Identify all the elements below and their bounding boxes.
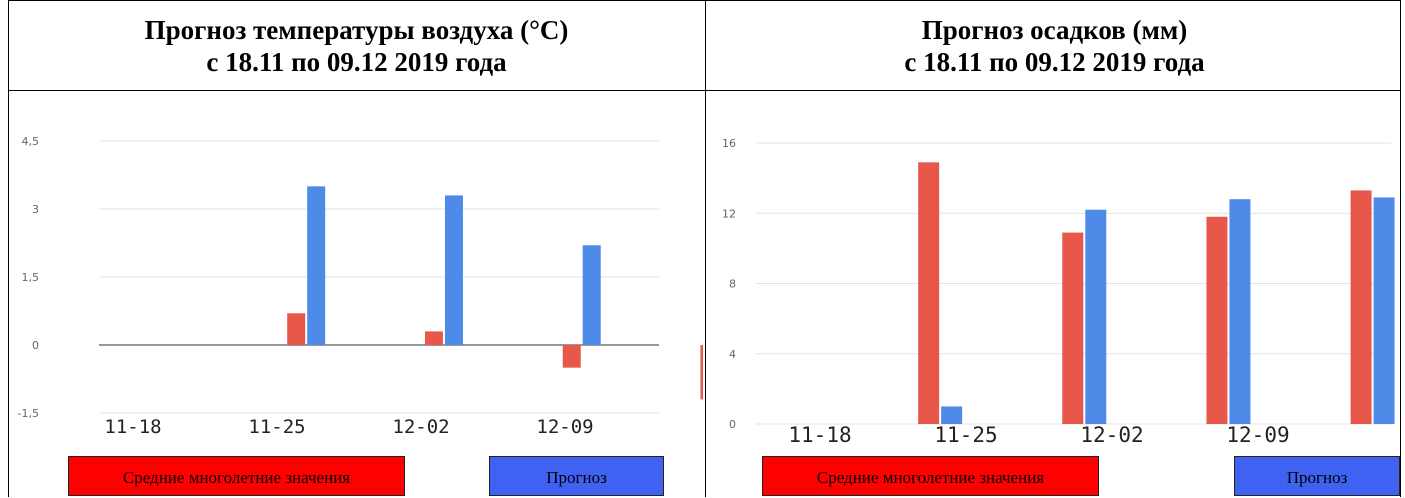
column-divider [705, 0, 706, 497]
precipitation-forecast-bar [1085, 209, 1107, 424]
precipitation-x-tick-label: 11-25 [934, 423, 997, 447]
precipitation-y-tick-label: 4 [729, 348, 736, 361]
precipitation-legend-forecast: Прогноз [1234, 456, 1400, 496]
temperature-x-tick-label: 11-18 [104, 416, 161, 438]
precipitation-legend-normal: Средние многолетние значения [762, 456, 1099, 496]
temperature-x-tick-label: 12-02 [392, 416, 449, 438]
precipitation-title-line1: Прогноз осадков (мм) [921, 15, 1188, 45]
temperature-normal-bar [562, 345, 581, 368]
temperature-title: Прогноз температуры воздуха (°С) с 18.11… [8, 14, 705, 78]
temperature-y-tick-label: 1,5 [22, 271, 40, 284]
temperature-title-line1: Прогноз температуры воздуха (°С) [144, 15, 569, 45]
temperature-y-tick-label: 3 [32, 203, 39, 216]
temperature-legend-normal: Средние многолетние значения [68, 456, 405, 496]
temperature-normal-bar [287, 313, 306, 345]
temperature-y-tick-label: -1,5 [18, 407, 39, 420]
precipitation-title-line2: с 18.11 по 09.12 2019 года [904, 47, 1205, 77]
precipitation-y-tick-label: 16 [722, 137, 736, 150]
precipitation-normal-bar [1062, 232, 1084, 424]
precipitation-x-tick-label: 11-18 [788, 423, 851, 447]
temperature-forecast-bar [582, 245, 601, 345]
temperature-forecast-bar [307, 186, 326, 345]
temperature-x-tick-label: 12-09 [536, 416, 593, 438]
temperature-title-line2: с 18.11 по 09.12 2019 года [206, 47, 507, 77]
precipitation-normal-bar [1206, 216, 1228, 424]
temperature-normal-bar [700, 345, 703, 400]
temperature-y-tick-label: 4,5 [22, 135, 40, 148]
precipitation-y-tick-label: 12 [722, 207, 736, 220]
precipitation-x-tick-label: 12-09 [1226, 423, 1289, 447]
temperature-chart: -1,5 0 1,5 3 4,5 11-18 11-25 12-02 12-09 [18, 135, 703, 438]
precipitation-forecast-bar [1229, 199, 1251, 424]
precipitation-forecast-bar [941, 406, 963, 424]
precipitation-y-tick-label: 8 [729, 278, 736, 291]
precipitation-x-tick-label: 12-02 [1080, 423, 1143, 447]
temperature-normal-bar [424, 331, 443, 345]
temperature-x-tick-label: 11-25 [248, 416, 305, 438]
header-divider [8, 90, 1401, 91]
temperature-forecast-bar [444, 195, 463, 345]
precipitation-y-tick-label: 0 [729, 418, 736, 431]
precipitation-normal-bar [1350, 190, 1372, 424]
temperature-y-tick-label: 0 [32, 339, 39, 352]
temperature-legend-forecast: Прогноз [489, 456, 664, 496]
precipitation-forecast-bar [1373, 197, 1395, 424]
table-frame [8, 0, 1401, 497]
precipitation-title: Прогноз осадков (мм) с 18.11 по 09.12 20… [706, 14, 1403, 78]
precipitation-normal-bar [918, 162, 940, 424]
precipitation-chart: 0 4 8 12 16 11-18 11-25 12-02 12-09 [722, 137, 1395, 447]
